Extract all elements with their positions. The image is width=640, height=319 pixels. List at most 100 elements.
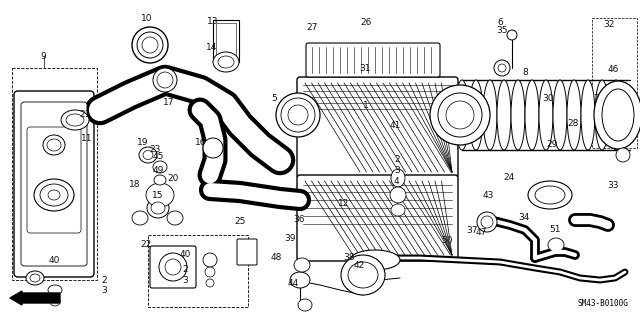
Ellipse shape [167, 211, 183, 225]
Ellipse shape [147, 198, 169, 218]
Text: 35: 35 [496, 26, 508, 35]
Text: 18: 18 [129, 180, 140, 189]
Text: 24: 24 [504, 173, 515, 182]
Ellipse shape [594, 81, 640, 149]
Text: 4: 4 [394, 177, 399, 186]
Bar [216, 23, 236, 59]
Text: 10: 10 [141, 14, 153, 23]
Text: 26: 26 [360, 19, 372, 27]
Text: 25: 25 [234, 217, 246, 226]
Bar [592, 18, 637, 148]
Ellipse shape [281, 98, 315, 132]
Text: 29: 29 [547, 140, 558, 149]
Text: 3: 3 [102, 286, 107, 295]
Ellipse shape [213, 52, 239, 72]
Ellipse shape [567, 80, 581, 150]
Ellipse shape [602, 89, 634, 141]
Ellipse shape [616, 148, 630, 162]
FancyBboxPatch shape [150, 246, 196, 288]
Ellipse shape [206, 279, 214, 287]
Ellipse shape [483, 80, 497, 150]
Text: 21: 21 [79, 110, 91, 119]
Text: 47: 47 [476, 228, 487, 237]
Ellipse shape [341, 255, 385, 295]
Text: SM43-B0100G: SM43-B0100G [577, 299, 628, 308]
Text: 42: 42 [354, 261, 365, 270]
Text: 14: 14 [205, 43, 217, 52]
Ellipse shape [581, 80, 595, 150]
FancyBboxPatch shape [27, 127, 81, 233]
Text: 2: 2 [182, 265, 188, 274]
Ellipse shape [132, 211, 148, 225]
Ellipse shape [47, 139, 61, 151]
Text: 16: 16 [195, 138, 206, 147]
Bar [213, 20, 239, 62]
Ellipse shape [539, 80, 553, 150]
Text: 41: 41 [389, 121, 401, 130]
Text: 9: 9 [41, 52, 46, 61]
Text: 7: 7 [594, 94, 599, 103]
Text: 39: 39 [284, 234, 296, 243]
Text: 6: 6 [498, 19, 503, 27]
Ellipse shape [294, 258, 310, 272]
Bar [148, 235, 248, 307]
Text: 17: 17 [163, 98, 174, 107]
Text: 20: 20 [167, 174, 179, 182]
Ellipse shape [507, 30, 517, 40]
Text: 36: 36 [294, 215, 305, 224]
Ellipse shape [350, 250, 400, 270]
Ellipse shape [609, 80, 623, 150]
Text: 49: 49 [153, 166, 164, 175]
Ellipse shape [390, 187, 406, 203]
FancyBboxPatch shape [21, 102, 87, 266]
Ellipse shape [34, 179, 74, 211]
Text: 30: 30 [542, 94, 554, 103]
Ellipse shape [151, 202, 165, 214]
Text: 37: 37 [467, 226, 478, 235]
Ellipse shape [50, 298, 60, 306]
Ellipse shape [528, 181, 572, 209]
Ellipse shape [40, 184, 68, 206]
Text: 13: 13 [207, 17, 218, 26]
Ellipse shape [430, 85, 490, 145]
FancyBboxPatch shape [237, 239, 257, 265]
Text: 40: 40 [49, 256, 60, 265]
Ellipse shape [391, 204, 405, 216]
Ellipse shape [26, 271, 44, 285]
Text: 15: 15 [152, 191, 164, 200]
Ellipse shape [153, 68, 177, 92]
FancyBboxPatch shape [14, 91, 94, 277]
Ellipse shape [146, 183, 174, 207]
Ellipse shape [30, 274, 40, 282]
Ellipse shape [498, 64, 506, 72]
Ellipse shape [153, 161, 167, 173]
Text: 44: 44 [287, 279, 299, 288]
Text: 46: 46 [607, 65, 619, 74]
Ellipse shape [446, 101, 474, 129]
Ellipse shape [142, 37, 158, 53]
Ellipse shape [61, 110, 89, 130]
Ellipse shape [455, 80, 469, 150]
Ellipse shape [48, 190, 60, 200]
Ellipse shape [481, 216, 493, 228]
Text: 33: 33 [607, 181, 619, 190]
Ellipse shape [203, 253, 217, 267]
Ellipse shape [43, 135, 65, 155]
Text: 40: 40 [180, 250, 191, 259]
Text: 45: 45 [153, 152, 164, 161]
Ellipse shape [477, 212, 497, 232]
Ellipse shape [218, 56, 234, 68]
Ellipse shape [553, 80, 567, 150]
Text: 19: 19 [137, 138, 148, 147]
Ellipse shape [438, 93, 482, 137]
Text: 32: 32 [604, 20, 615, 29]
Text: 1: 1 [364, 101, 369, 110]
Text: 22: 22 [140, 241, 152, 249]
Text: 31: 31 [359, 64, 371, 73]
Ellipse shape [132, 27, 168, 63]
Text: 3: 3 [394, 166, 399, 175]
Ellipse shape [165, 259, 181, 275]
Ellipse shape [535, 186, 565, 204]
FancyBboxPatch shape [297, 77, 458, 178]
Ellipse shape [154, 175, 166, 185]
